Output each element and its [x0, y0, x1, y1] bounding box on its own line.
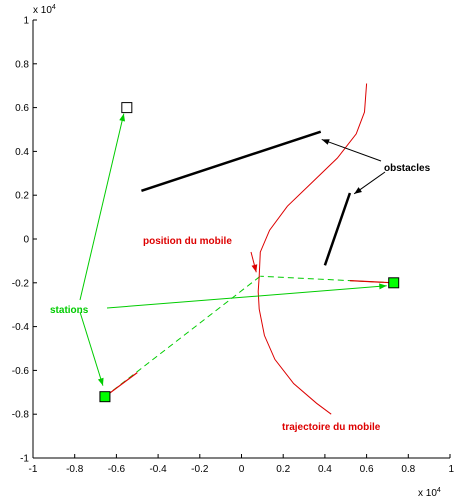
y-tick-label: -0.8 — [12, 410, 30, 421]
mobile-trajectory — [257, 83, 368, 415]
x-tick-label: -0.8 — [66, 464, 84, 475]
plot-area: -1 -0.8 -0.6 -0.4 -0.2 0 0.2 0.4 0.6 0.8 1 -1 -0.8 -0… — [12, 4, 455, 499]
arrow-to-station-head — [119, 113, 126, 122]
x-exponent-label: x 104 — [418, 487, 441, 499]
arrow-to-mobile-position-head — [251, 264, 258, 273]
y-tick-label: 1 — [23, 16, 29, 27]
x-tick-label: -0.6 — [108, 464, 126, 475]
x-tick-label: 0.2 — [276, 464, 290, 475]
station-error-segment — [349, 280, 394, 284]
obstacle-line — [141, 130, 322, 193]
y-tick-label: 0.6 — [15, 103, 29, 114]
arrow-to-station-head — [379, 283, 387, 290]
x-tick-label: 0.8 — [401, 464, 415, 475]
y-tick-label: -1 — [20, 454, 29, 465]
obstacle-line — [323, 192, 352, 266]
y-tick-label: -0.6 — [12, 366, 30, 377]
station-marker — [99, 391, 111, 403]
y-tick-label: 0.4 — [15, 147, 29, 158]
x-tick-label: -0.4 — [149, 464, 167, 475]
x-tick-label: 0.6 — [360, 464, 374, 475]
y-tick-label: 0.8 — [15, 59, 29, 70]
arrow-to-station — [79, 113, 125, 301]
annotation-position: position du mobile — [143, 236, 232, 247]
arrow-to-obstacle-head — [354, 187, 362, 194]
arrow-to-obstacle-head — [321, 139, 330, 145]
x-tick-label: 0 — [239, 464, 245, 475]
arrow-to-station — [79, 311, 104, 386]
annotation-stations: stations — [50, 305, 89, 316]
y-tick-label: -0.4 — [12, 322, 30, 333]
arrow-to-station — [106, 285, 387, 309]
y-tick-label: -0.2 — [12, 278, 30, 289]
x-tick-label: -1 — [29, 464, 38, 475]
arrow-to-obstacle — [321, 138, 382, 162]
x-tick-label: 1 — [448, 464, 454, 475]
y-exponent-label: x 104 — [33, 4, 56, 16]
arrow-to-station-head — [97, 377, 104, 386]
x-tick-label: -0.2 — [191, 464, 209, 475]
station-to-mobile-line — [104, 275, 261, 398]
station-marker — [388, 277, 400, 289]
annotation-trajectory: trajectoire du mobile — [282, 422, 381, 433]
y-tick-label: 0.2 — [15, 191, 29, 202]
x-tick-label: 0.4 — [318, 464, 332, 475]
y-tick-label: 0 — [23, 235, 29, 246]
station-marker — [121, 102, 133, 114]
annotation-obstacles: obstacles — [384, 163, 431, 174]
